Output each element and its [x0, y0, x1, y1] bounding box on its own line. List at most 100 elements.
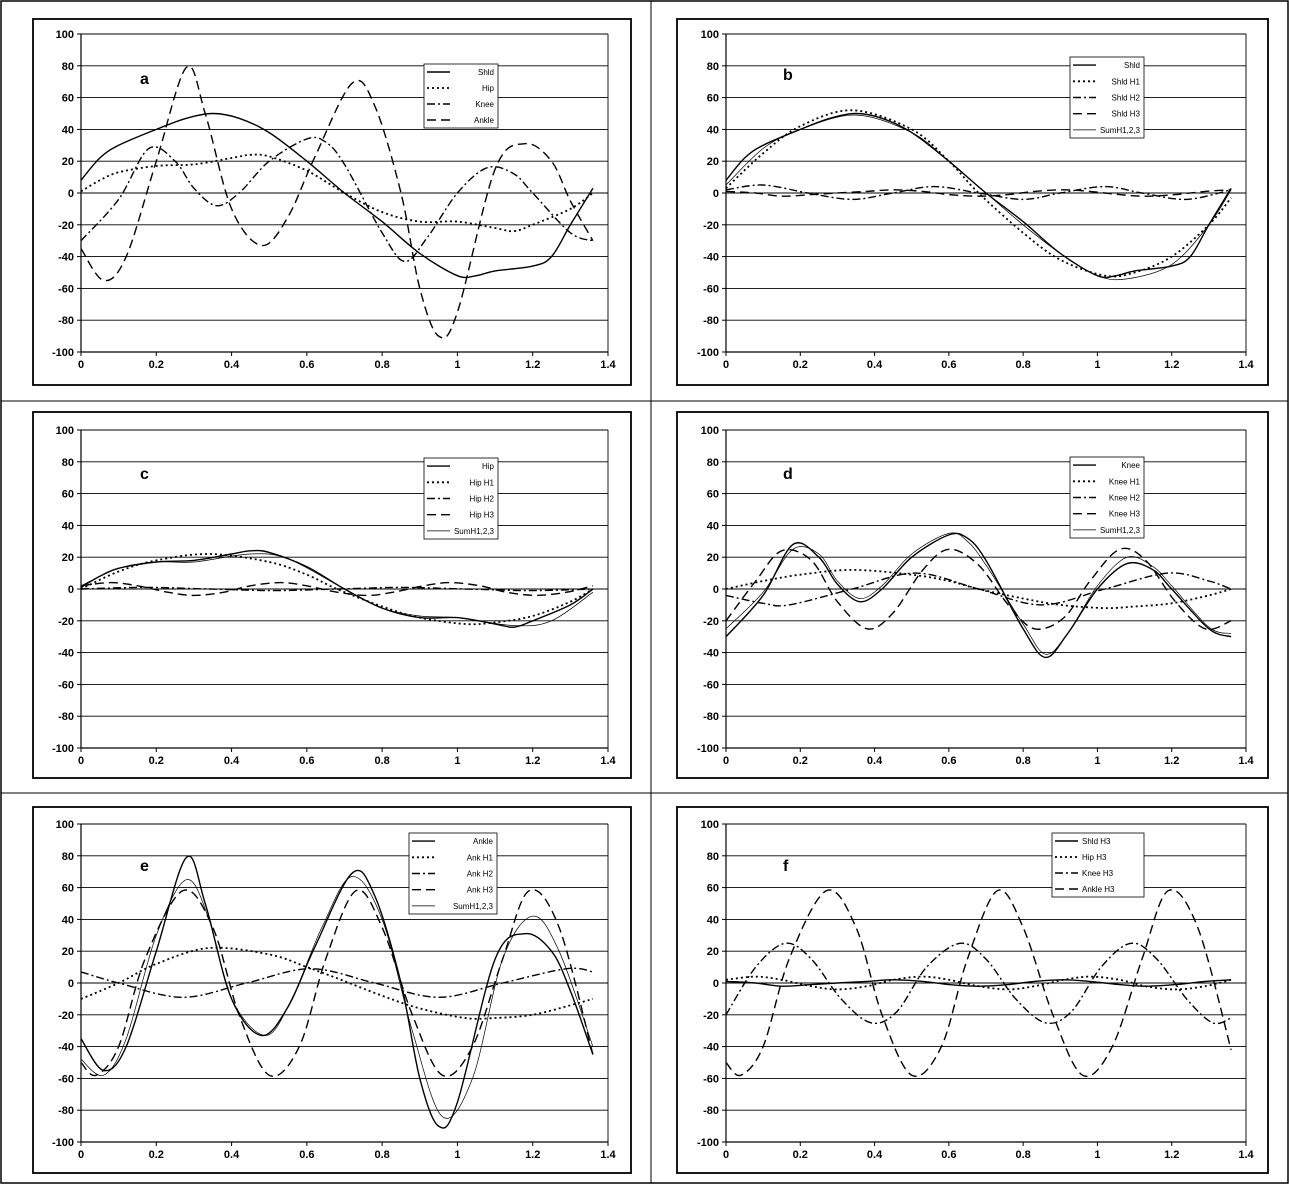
y-tick-label: 80 [62, 851, 74, 863]
x-tick-label: 0.6 [941, 755, 956, 767]
series-line-sumh1-2-3 [80, 876, 594, 1119]
series-line-shld-h3 [725, 189, 1232, 197]
legend-box [1051, 832, 1145, 898]
x-tick-label: 1.4 [600, 755, 616, 767]
y-tick-label: -60 [703, 1073, 719, 1085]
series-line-ank-h2 [80, 967, 594, 999]
x-tick-label: 1.4 [1238, 359, 1254, 371]
panel-label: a [140, 71, 149, 88]
x-tick-label: 0.6 [299, 755, 314, 767]
panel-box [676, 18, 1269, 386]
y-tick-label: -60 [58, 283, 74, 295]
series-line-knee [725, 532, 1232, 659]
legend-label: Hip H3 [470, 511, 495, 520]
series-line-shld [80, 112, 594, 279]
y-tick-label: -100 [52, 1137, 74, 1149]
legend-label: Knee H2 [1109, 494, 1141, 503]
x-tick-label: 0.8 [1015, 755, 1030, 767]
legend-label: Knee H3 [1082, 869, 1114, 878]
legend-label: Ankle [473, 837, 494, 846]
series-line-ankle [80, 855, 594, 1129]
x-tick-label: 1 [454, 755, 460, 767]
legend-label: Shld H3 [1112, 110, 1141, 119]
panel-label: b [783, 67, 793, 84]
legend-label: SumH1,2,3 [1100, 526, 1141, 535]
y-tick-label: -40 [703, 1042, 719, 1054]
y-tick-label: 20 [707, 946, 719, 958]
x-tick-label: 1.4 [1238, 755, 1254, 767]
series-line-shld-h2 [725, 184, 1232, 201]
y-tick-label: -20 [58, 616, 74, 628]
x-tick-label: 0.4 [224, 755, 240, 767]
x-tick-label: 0.6 [941, 359, 956, 371]
panel-e: 100 80 60 40 20 0 -20 -40 -60 -80 -100 0 0.2 0.4 0.6 0.… [32, 806, 632, 1174]
panel-box [32, 806, 632, 1174]
y-tick-label: 100 [701, 425, 719, 437]
y-tick-label: 20 [62, 946, 74, 958]
y-tick-label: -20 [703, 616, 719, 628]
x-tick-label: 0.2 [793, 359, 808, 371]
x-tick-label: 0 [723, 1149, 729, 1161]
panel-c: 100 80 60 40 20 0 -20 -40 -60 -80 -100 0 0.2 0.4 0.6 0.… [32, 411, 632, 779]
x-tick-label: 0.8 [1015, 1149, 1030, 1161]
y-tick-label: 80 [707, 61, 719, 73]
x-tick-label: 0.4 [224, 359, 240, 371]
y-tick-label: 0 [713, 188, 719, 200]
x-tick-label: 0.2 [793, 1149, 808, 1161]
x-tick-label: 1 [1094, 1149, 1100, 1161]
legend-label: SumH1,2,3 [453, 902, 494, 911]
y-tick-label: 0 [68, 978, 74, 990]
legend-label: Knee H1 [1109, 477, 1141, 486]
y-tick-label: 0 [713, 584, 719, 596]
y-tick-label: -60 [58, 1073, 74, 1085]
y-tick-label: 40 [62, 914, 74, 926]
panel-a: 100 80 60 40 20 0 -20 -40 -60 -80 -100 0 0.2 0.4 0.6 0.… [32, 18, 632, 386]
x-tick-label: 0.4 [867, 1149, 883, 1161]
series-line-knee [80, 136, 594, 263]
x-tick-label: 0 [723, 755, 729, 767]
y-tick-label: 40 [707, 124, 719, 136]
series-line-hip-h3 [725, 975, 1232, 991]
x-tick-label: 1.4 [600, 359, 616, 371]
legend-label: Shld H2 [1112, 94, 1141, 103]
x-tick-label: 0.4 [867, 359, 883, 371]
panel-label: d [783, 466, 793, 483]
legend-label: Hip H3 [1082, 853, 1107, 862]
series-line-hip-h3 [80, 581, 594, 597]
x-tick-label: 0.8 [374, 359, 389, 371]
x-tick-label: 0.4 [224, 1149, 240, 1161]
y-tick-label: -80 [703, 711, 719, 723]
series-line-ank-h1 [80, 946, 594, 1020]
legend-label: Hip H2 [470, 495, 495, 504]
legend-box [423, 63, 499, 129]
panel-f: 100 80 60 40 20 0 -20 -40 -60 -80 -100 0 0.2 0.4 0.6 0.… [676, 806, 1269, 1174]
y-tick-label: 80 [62, 61, 74, 73]
series-line-ankle-h3 [725, 889, 1232, 1077]
y-tick-label: -20 [703, 1010, 719, 1022]
series-line-ankle [80, 65, 594, 339]
y-tick-label: 60 [62, 883, 74, 895]
legend-box [1069, 56, 1145, 139]
y-tick-label: 20 [62, 552, 74, 564]
legend-box [1069, 456, 1145, 539]
y-tick-label: -60 [703, 679, 719, 691]
y-tick-label: 0 [68, 584, 74, 596]
x-tick-label: 1.4 [1238, 1149, 1254, 1161]
x-tick-label: 0 [78, 359, 84, 371]
panel-label: c [140, 466, 149, 483]
y-tick-label: -60 [58, 679, 74, 691]
series-line-sumh1-2-3 [725, 532, 1232, 655]
x-tick-label: 1.4 [600, 1149, 616, 1161]
y-tick-label: -100 [52, 743, 74, 755]
y-tick-label: 40 [707, 914, 719, 926]
x-tick-label: 0.6 [941, 1149, 956, 1161]
series-line-hip-h1 [80, 553, 594, 626]
panel-box [32, 18, 632, 386]
x-tick-label: 0.4 [867, 755, 883, 767]
x-tick-label: 0.8 [374, 1149, 389, 1161]
x-tick-label: 0.6 [299, 1149, 314, 1161]
legend-label: Hip [482, 462, 495, 471]
legend-label: Ankle H3 [1082, 885, 1115, 894]
y-tick-label: 60 [707, 489, 719, 501]
